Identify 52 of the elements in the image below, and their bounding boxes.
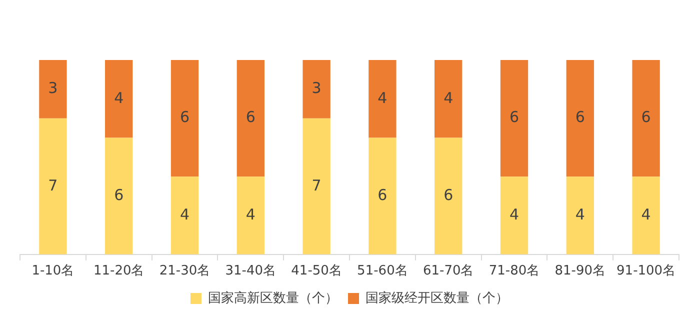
bar bbox=[434, 60, 462, 138]
data-label: 4 bbox=[114, 88, 124, 107]
data-label: 3 bbox=[312, 79, 322, 98]
data-label: 6 bbox=[641, 108, 651, 126]
data-label: 4 bbox=[444, 88, 454, 107]
x-tick-label: 11-20名 bbox=[93, 264, 144, 279]
x-tick-label: 91-100名 bbox=[616, 264, 676, 279]
data-label: 6 bbox=[246, 108, 256, 126]
bar bbox=[105, 138, 133, 254]
bar bbox=[368, 138, 396, 254]
bar bbox=[368, 60, 396, 138]
x-tick-label: 61-70名 bbox=[422, 264, 474, 279]
data-label: 4 bbox=[180, 205, 190, 224]
x-tick-label: 81-90名 bbox=[554, 264, 606, 279]
legend-label: 国家高新区数量（个） bbox=[208, 290, 338, 306]
data-label: 6 bbox=[444, 186, 454, 204]
x-tick-label: 21-30名 bbox=[159, 264, 210, 279]
data-label: 4 bbox=[246, 205, 256, 224]
data-label: 6 bbox=[509, 108, 520, 126]
bar bbox=[170, 60, 199, 177]
bar bbox=[434, 138, 462, 254]
data-label: 6 bbox=[575, 108, 585, 126]
bar bbox=[632, 176, 660, 254]
data-label: 6 bbox=[114, 186, 124, 204]
legend-label: 国家级经开区数量（个） bbox=[366, 290, 508, 306]
bar bbox=[566, 60, 594, 177]
data-label: 3 bbox=[48, 79, 58, 98]
bar bbox=[566, 176, 594, 254]
data-label: 6 bbox=[378, 186, 388, 204]
data-label: 6 bbox=[180, 108, 190, 126]
data-label: 4 bbox=[509, 205, 520, 224]
bar bbox=[170, 176, 199, 254]
bar bbox=[39, 60, 67, 118]
data-label: 4 bbox=[641, 205, 651, 224]
data-label: 4 bbox=[575, 205, 585, 224]
x-tick-label: 41-50名 bbox=[291, 264, 342, 279]
bar bbox=[236, 60, 264, 177]
x-tick-label: 51-60名 bbox=[357, 264, 408, 279]
bar bbox=[236, 176, 264, 254]
data-label: 7 bbox=[312, 176, 322, 194]
bar bbox=[302, 60, 330, 118]
data-label: 4 bbox=[378, 88, 388, 107]
bar bbox=[500, 60, 528, 177]
data-label: 7 bbox=[48, 176, 58, 194]
bar bbox=[302, 118, 330, 254]
bar bbox=[39, 118, 67, 254]
bar bbox=[105, 60, 133, 138]
bar bbox=[632, 60, 660, 177]
x-tick-label: 31-40名 bbox=[225, 264, 276, 279]
x-tick-label: 71-80名 bbox=[488, 264, 540, 279]
bar bbox=[500, 176, 528, 254]
x-tick-label: 1-10名 bbox=[32, 264, 74, 279]
